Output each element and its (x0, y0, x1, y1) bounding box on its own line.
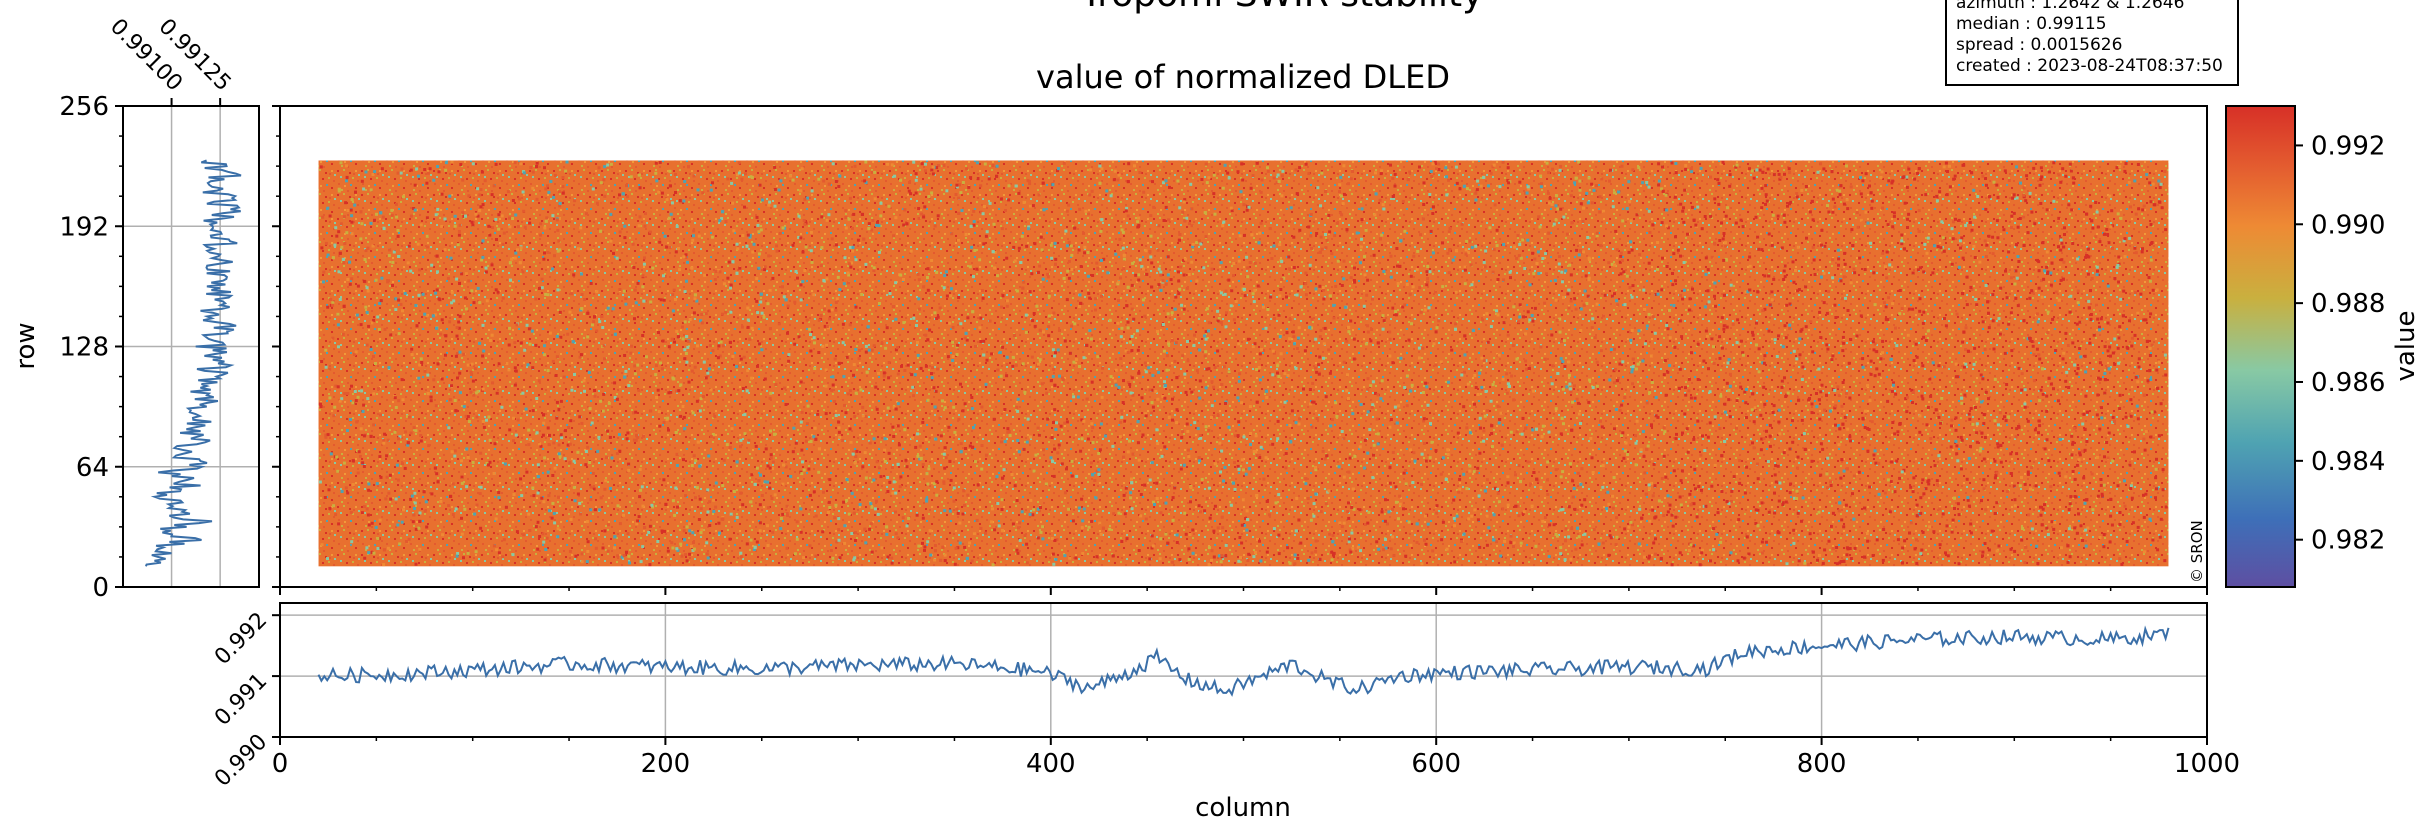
column-tick-label: 200 (641, 749, 691, 779)
colorbar-tick-label: 0.988 (2311, 289, 2385, 319)
copyright-label: © SRON (2188, 520, 2206, 583)
column-tick-label: 0 (272, 749, 289, 779)
row-tick-label: 128 (59, 333, 109, 363)
row-tick-label: 0 (92, 573, 109, 603)
colorbar-tick-label: 0.986 (2311, 368, 2385, 398)
colorbar-tick-label: 0.982 (2311, 526, 2385, 556)
row-axis-label: row (11, 322, 41, 369)
row-profile-grid (123, 105, 259, 588)
column-profile-value-tick-label: 0.992 (210, 608, 272, 670)
colorbar: 0.982 0.984 0.986 0.988 0.990 0.992 value (2225, 105, 2421, 588)
row-tick-label: 256 (59, 92, 109, 122)
heatmap-panel: © SRON (272, 105, 2208, 595)
row-tick-label: 64 (76, 453, 109, 483)
info-line-azimuth: azimuth : 1.2642 & 1.2646 (1956, 0, 2184, 13)
heatmap-image (318, 160, 2169, 567)
row-profile-line (144, 159, 242, 567)
heatmap-title: value of normalized DLED (1036, 58, 1450, 96)
info-box-frame (1945, 0, 2239, 86)
info-line-median: median : 0.99115 (1956, 14, 2107, 34)
info-line-spread: spread : 0.0015626 (1956, 35, 2122, 55)
column-profile-value-tick-label: 0.991 (210, 669, 272, 731)
info-box: azimuth : 1.2642 & 1.2646 median : 0.991… (1945, 0, 2239, 86)
heatmap-speckles (318, 160, 2168, 567)
column-tick-label: 600 (1411, 749, 1461, 779)
column-profile-value-tick-label: 0.990 (210, 730, 272, 792)
colorbar-tick-label: 0.992 (2311, 131, 2385, 161)
colorbar-label: value (2391, 310, 2421, 381)
colorbar-tick-label: 0.990 (2311, 210, 2385, 240)
column-tick-label: 400 (1026, 749, 1076, 779)
column-tick-label: 800 (1797, 749, 1847, 779)
colorbar-gradient (2225, 105, 2296, 588)
column-profile-line (317, 625, 2170, 697)
column-tick-label: 1000 (2174, 749, 2240, 779)
colorbar-ticks: 0.982 0.984 0.986 0.988 0.990 0.992 (2295, 131, 2385, 556)
column-axis-label: column (1195, 793, 1291, 823)
heatmap-ticks (272, 105, 2208, 595)
info-line-created: created : 2023-08-24T08:37:50 (1956, 56, 2223, 76)
colorbar-tick-label: 0.984 (2311, 447, 2385, 477)
row-tick-label: 192 (59, 212, 109, 242)
figure-suptitle: Tropomi SWIR stability (1080, 0, 1484, 15)
heatmap-base (318, 160, 2169, 567)
